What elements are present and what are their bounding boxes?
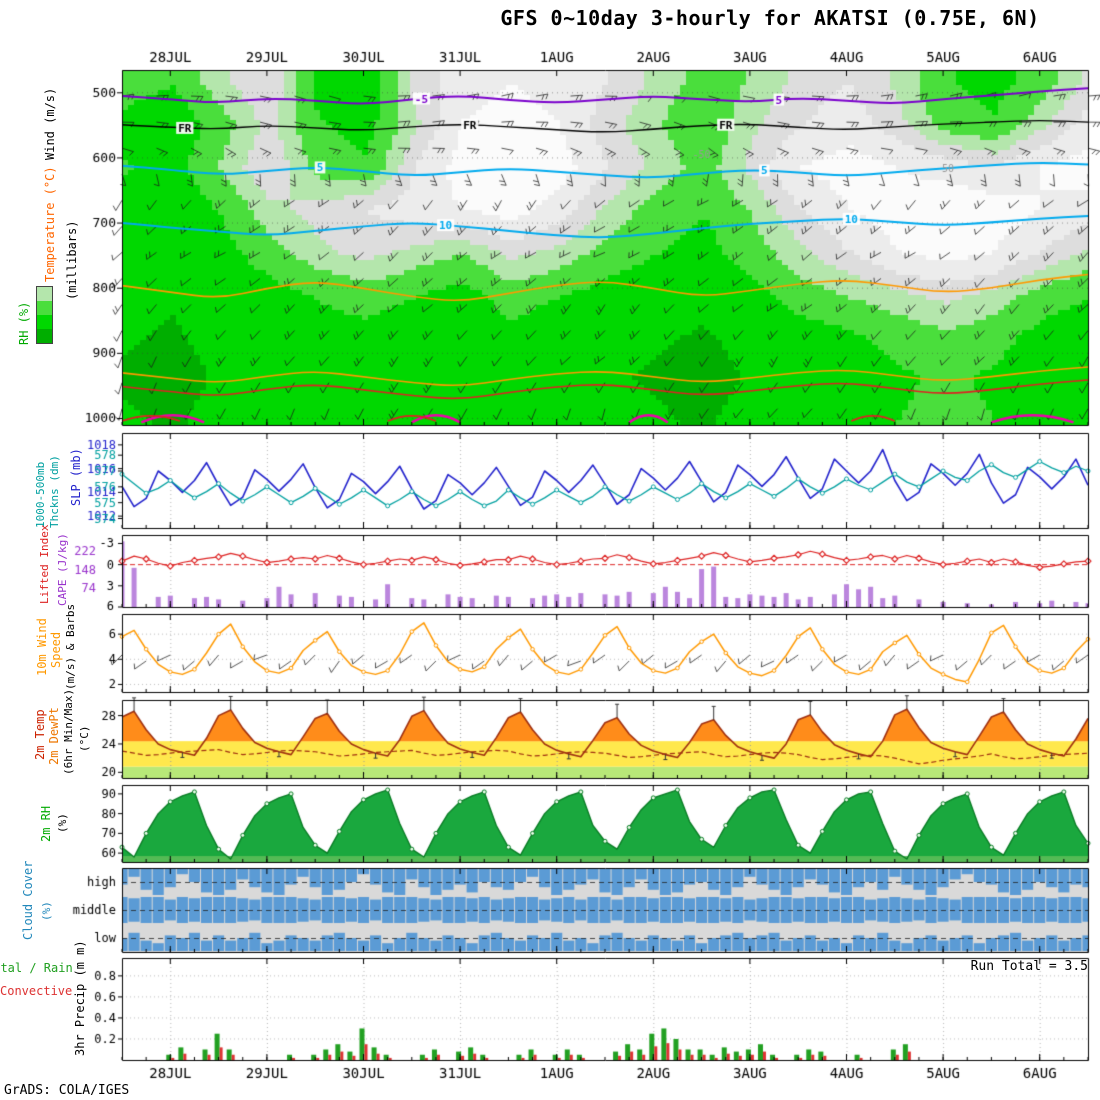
p1-wind-axis-label: Wind (m/s)	[43, 87, 57, 160]
rh-colorbar-cell	[37, 287, 52, 301]
p2-slp-label: SLP (mb)	[69, 448, 83, 506]
p2-thickness-label-1: 1000-500mb	[34, 461, 47, 528]
chart-title: GFS 0~10day 3-hourly for AKATSI (0.75E, …	[500, 6, 1040, 30]
grads-credit: GrADS: COLA/IGES	[4, 1083, 130, 1098]
p3-lifted-index-label: Lifted Index	[38, 524, 51, 604]
p5-minmax-label: (6hr Min/Max)	[62, 688, 75, 775]
rh-colorbar-cell	[37, 329, 52, 343]
rh-colorbar-cell	[37, 301, 52, 315]
p1-temperature-axis-label: Temperature (°C)	[43, 166, 57, 282]
p7-cloud-cover-label: Cloud Cover	[21, 860, 35, 940]
run-total-text: Run Total = 3.5	[970, 959, 1088, 974]
p5-dewpt-label: 2m DewPt	[47, 707, 61, 765]
rh-colorbar	[36, 286, 53, 344]
p8-precip-axis-label: 3hr Precip (m m)	[73, 940, 87, 1056]
p1-rh-axis-label: RH (%)	[17, 301, 31, 345]
p5-temp-label: 2m Temp	[33, 709, 47, 760]
p7-units-label: (%)	[40, 901, 53, 921]
p8-convective-label: Convective	[0, 984, 73, 998]
p3-cape-label: CAPE (J/kg)	[56, 533, 69, 606]
p1-millibars-axis-label: (millibars)	[65, 220, 79, 300]
p5-units-label: (°C)	[78, 725, 91, 753]
p4-speed-label: Speed	[49, 631, 63, 668]
p4-wind-label: 10m Wind	[35, 618, 49, 676]
p4-units-label: (m/s) & Barbs	[64, 603, 77, 690]
p6-units-label: (%)	[56, 813, 69, 833]
rh-colorbar-cell	[37, 315, 52, 329]
p8-total-rain-label: Total / Rain	[0, 961, 73, 975]
p2-thickness-label-2: Thckns (dm)	[48, 455, 61, 528]
p6-rh-label: 2m RH	[39, 805, 53, 842]
